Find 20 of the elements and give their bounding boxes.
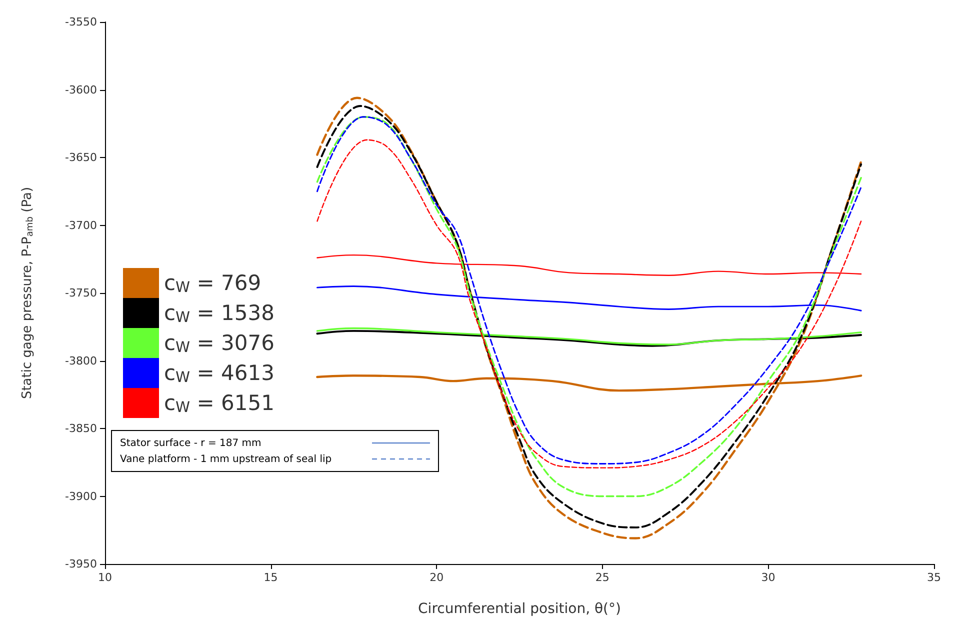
y-tick-label: -3950 <box>65 558 97 570</box>
x-tick-label: 20 <box>430 571 444 584</box>
y-axis-title: Static gage pressure, P-Pamb (Pa) <box>20 186 36 400</box>
x-tick-label: 10 <box>98 571 112 584</box>
y-tick-label: -3650 <box>65 151 97 164</box>
y-tick-label: -3700 <box>65 218 97 232</box>
y-tick-label: -3800 <box>65 354 97 368</box>
x-axis-title: Circumferential position, θ(°) <box>418 601 621 617</box>
annotation: Stator surface - r = 187 mm <box>120 438 262 448</box>
y-tick-label: -3850 <box>65 422 97 435</box>
x-tick-label: 15 <box>264 571 278 584</box>
y-tick-label: -3600 <box>65 83 97 96</box>
y-tick-label: -3550 <box>65 16 97 28</box>
x-tick-label: 35 <box>927 571 941 584</box>
annotation: Vane platform - 1 mm upstream of seal lip <box>120 454 332 464</box>
x-tick-label: 30 <box>761 571 776 584</box>
x-tick-label: 25 <box>595 571 610 584</box>
y-tick-label: -3750 <box>65 286 97 300</box>
line-style-key: Stator surface - r = 187 mm Vane platform - 1 mm upstream of seal lip <box>111 430 439 472</box>
y-tick-label: -3900 <box>65 490 97 503</box>
